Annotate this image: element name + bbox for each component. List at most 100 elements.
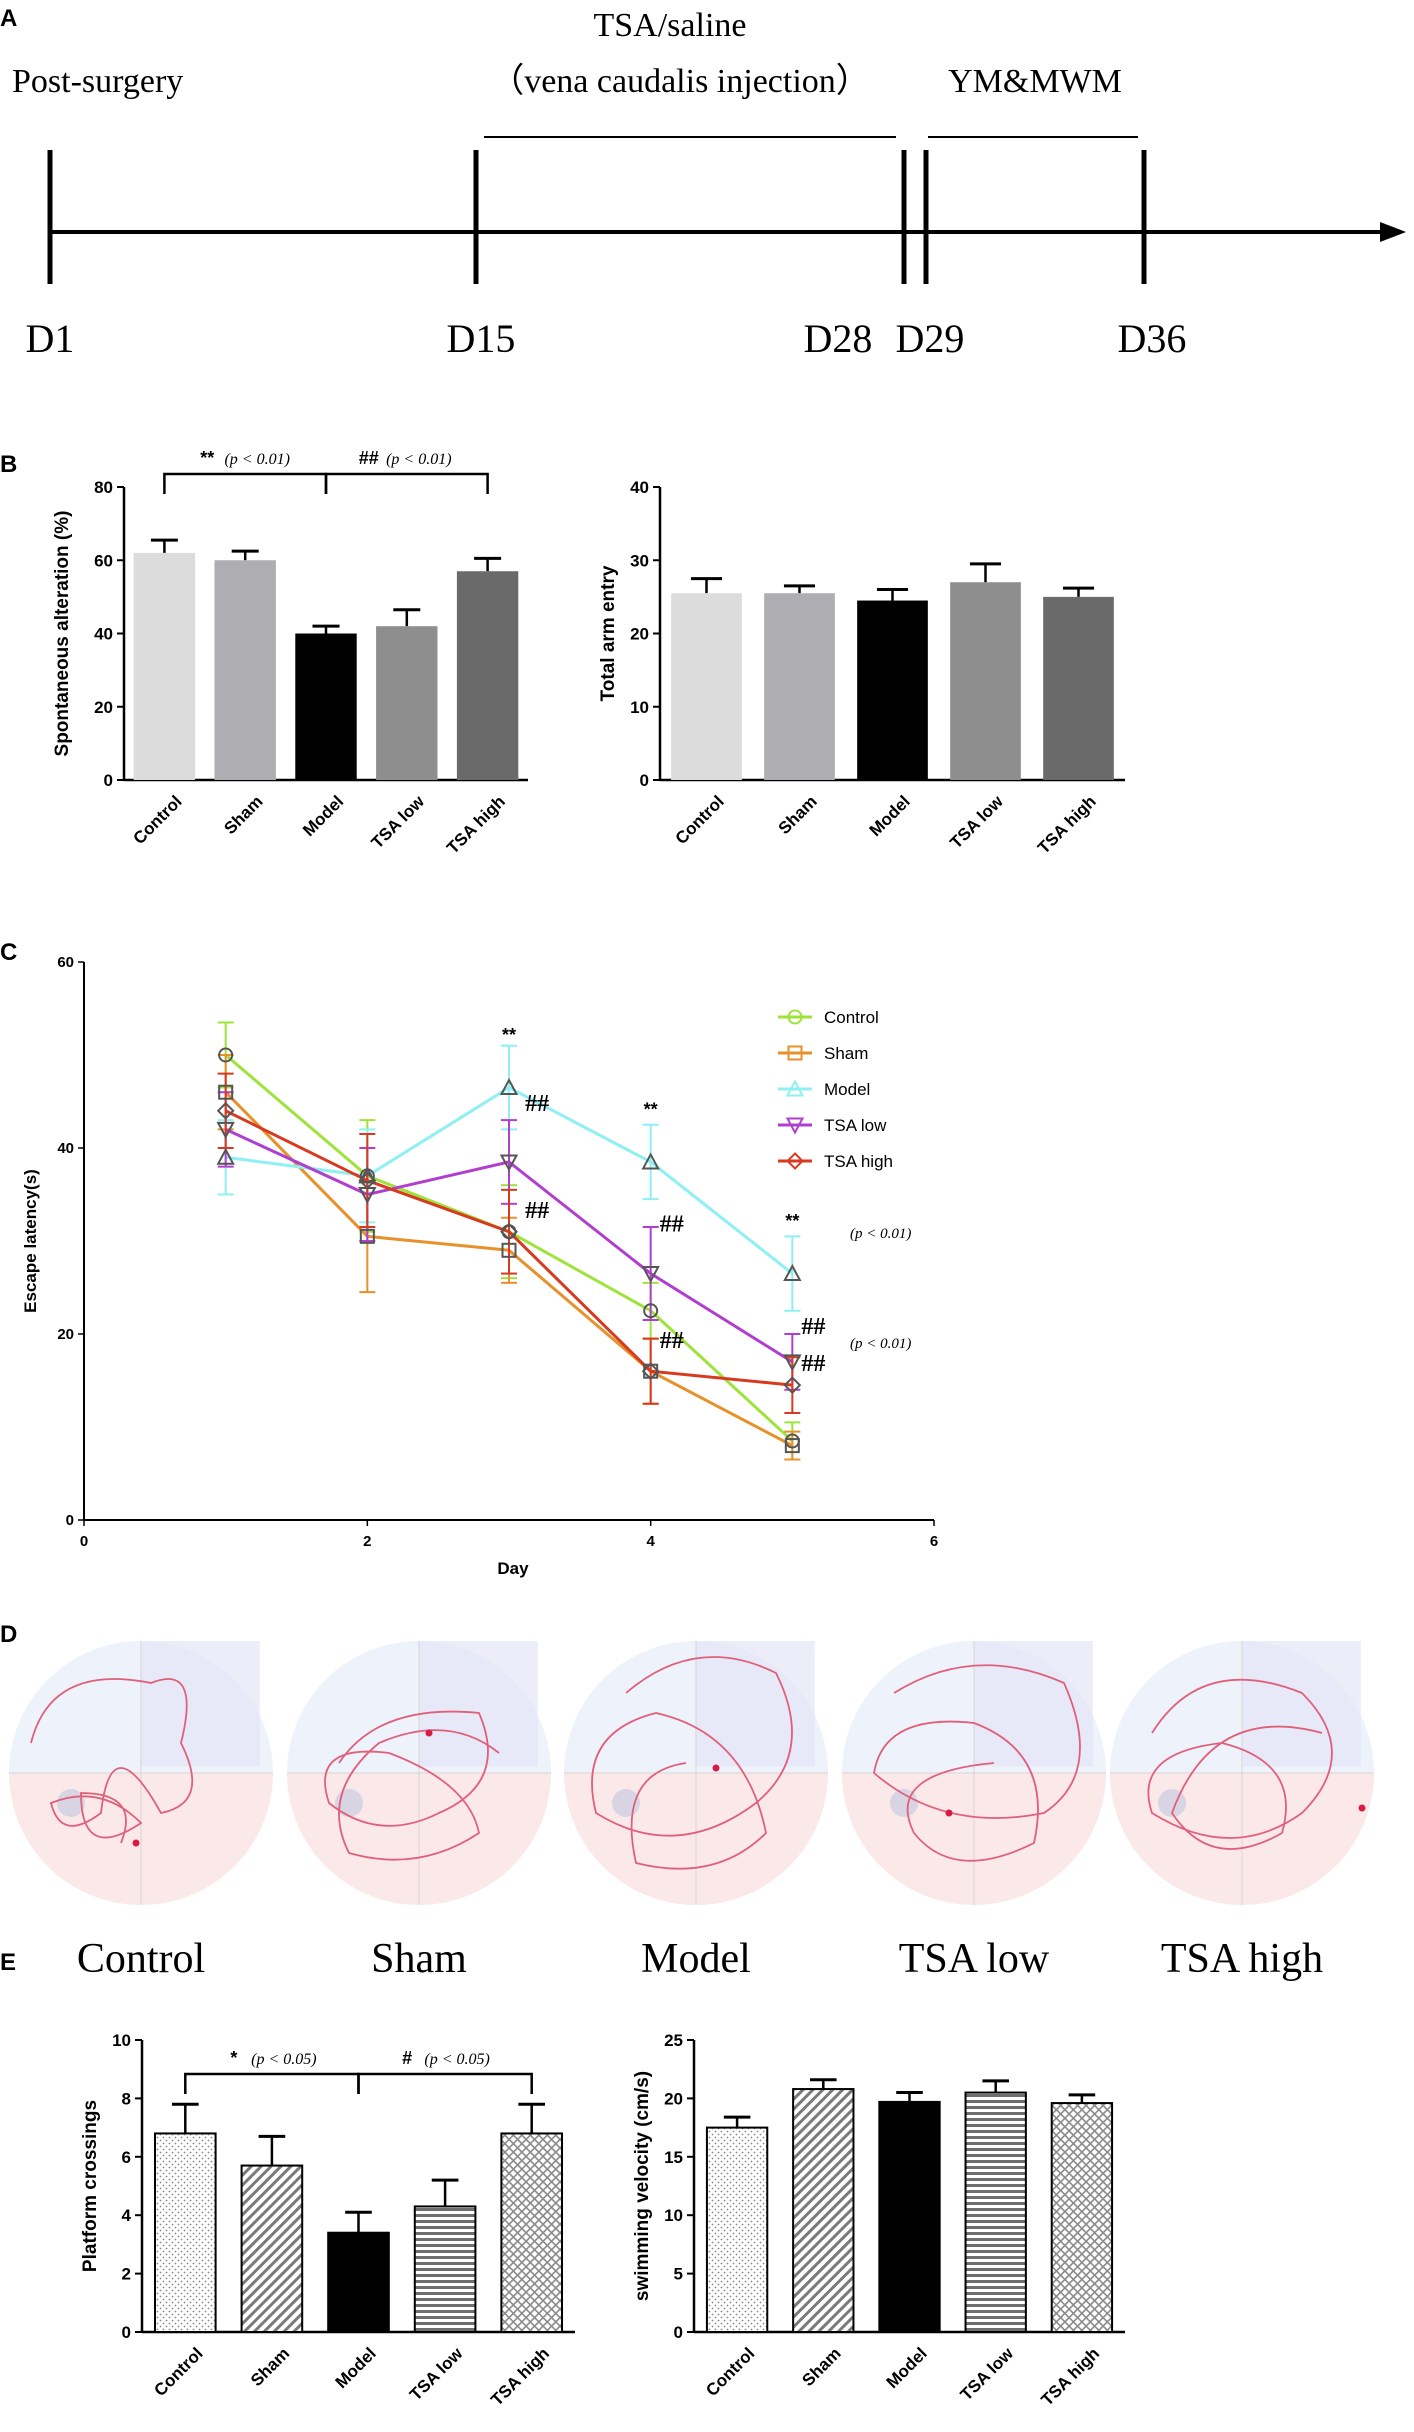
bar-tsa-high [456,571,519,780]
x-tick-label: TSA high [443,792,509,858]
x-tick-label: TSA low [368,791,429,852]
panel-e-letter: E [0,1949,16,1976]
y-tick-label: 60 [57,954,74,971]
x-tick-label: TSA low [946,791,1007,852]
marker-triangle [216,1147,235,1165]
marker-triangle-down [216,1121,235,1140]
star-marker: ** [502,1025,516,1045]
significance-marker: ** [200,448,214,468]
y-tick-label: 0 [104,771,113,790]
platform-marker [890,1789,918,1817]
y-tick-label: 80 [94,478,113,497]
hash-marker: ## [660,1212,684,1238]
y-tick-label: 10 [112,2031,131,2050]
significance-bracket [357,2072,533,2094]
marker-diamond [358,1171,377,1190]
p-value-label: (p < 0.05) [424,2051,489,2068]
end-point [712,1764,720,1772]
marker-triangle-down [783,1354,802,1372]
marker-triangle [641,1152,660,1170]
star-marker: ** [644,1099,658,1119]
hash-marker: ## [801,1351,825,1377]
x-tick-label: Sham [220,792,266,838]
pool-label: TSA low [899,1936,1050,1982]
marker-diamond [786,1152,804,1170]
marker-diamond [641,1362,660,1381]
y-axis-label: Platform crossings [80,2100,101,2272]
y-tick-label: 15 [664,2148,683,2167]
bar-sham [240,2164,304,2334]
y-axis-label: Total arm entry [598,565,619,701]
marker-diamond [783,1376,802,1395]
y-tick-label: 40 [94,625,113,644]
swim-path [1147,1678,1333,1850]
bar-control [671,593,742,780]
bar-tsa-low [376,626,438,780]
day-label-d28: D28 [804,316,873,361]
swim-path [324,1710,500,1861]
x-tick-label: Sham [798,2344,844,2390]
x-tick-label: Control [672,792,728,848]
timeline-arrowhead [1380,222,1406,242]
x-tick-label: TSA low [406,2343,467,2404]
marker-diamond [500,1222,518,1241]
significance-bracket [163,472,328,494]
bar-sham [764,593,835,780]
y-tick-label: 10 [630,698,649,717]
tsa-subtitle: （vena caudalis injection） [490,62,870,100]
marker-circle [643,1303,659,1319]
hash-marker: ## [801,1314,825,1340]
x-tick-label: Control [702,2344,758,2400]
y-tick-label: 8 [122,2089,131,2108]
p-value-label: (p < 0.01) [386,451,451,468]
end-point [425,1729,433,1737]
p-value-label: (p < 0.01) [224,451,289,468]
x-tick-label: Model [866,792,914,840]
marker-triangle-down [785,1117,805,1135]
p-value-label: (p < 0.01) [850,1226,911,1242]
x-tick-label: Model [332,2344,380,2392]
marker-triangle [499,1077,519,1096]
panel-b-letter: B [0,451,17,478]
marker-triangle [783,1263,802,1282]
x-tick-label: TSA low [957,2343,1018,2404]
y-tick-label: 0 [66,1512,74,1529]
marker-triangle [785,1079,805,1097]
bar-model [857,600,928,780]
bar-tsa-low [413,2205,477,2333]
y-tick-label: 0 [122,2323,131,2342]
x-tick-label: 6 [930,1533,938,1550]
hash-marker: ## [660,1328,684,1354]
chart-swimming-velocity: 0 5 10 15 20 25 swimming velocity (cm/s) Contro… [632,2031,1125,2410]
swim-path [30,1678,194,1844]
post-surgery-label: Post-surgery [12,63,183,100]
bar-sham [214,560,276,780]
bar-model [295,633,357,780]
swim-path [591,1656,793,1870]
pool-sham: Sham [287,1641,551,1982]
y-tick-label: 0 [674,2323,683,2342]
pool-label: Model [641,1936,751,1982]
x-tick-label: TSA high [1034,792,1100,858]
marker-diamond [216,1101,235,1120]
star-marker: ** [785,1211,799,1231]
y-axis-label: Spontaneous alteration (%) [52,511,73,757]
bar-tsa-high [1050,2102,1114,2334]
swim-path [873,1664,1081,1862]
end-point [945,1809,953,1817]
pool-quadrant-shade [974,1641,1093,1767]
significance-marker: ## [359,448,379,468]
tsa-title: TSA/saline [594,7,747,44]
marker-circle [218,1047,234,1063]
x-tick-label: TSA high [1037,2344,1103,2410]
chart-platform-crossings: 0 2 4 6 8 10 Platform crossings Control Sham Mode… [80,2031,575,2410]
significance-bracket [324,472,489,494]
marker-square [787,1045,803,1061]
y-tick-label: 25 [664,2031,683,2050]
legend: Control Sham Model TSA low TSA high [778,1008,893,1171]
bar-tsa-low [964,2091,1027,2334]
y-tick-label: 20 [630,625,649,644]
bar-control [153,2132,217,2333]
y-tick-label: 40 [57,1140,74,1157]
